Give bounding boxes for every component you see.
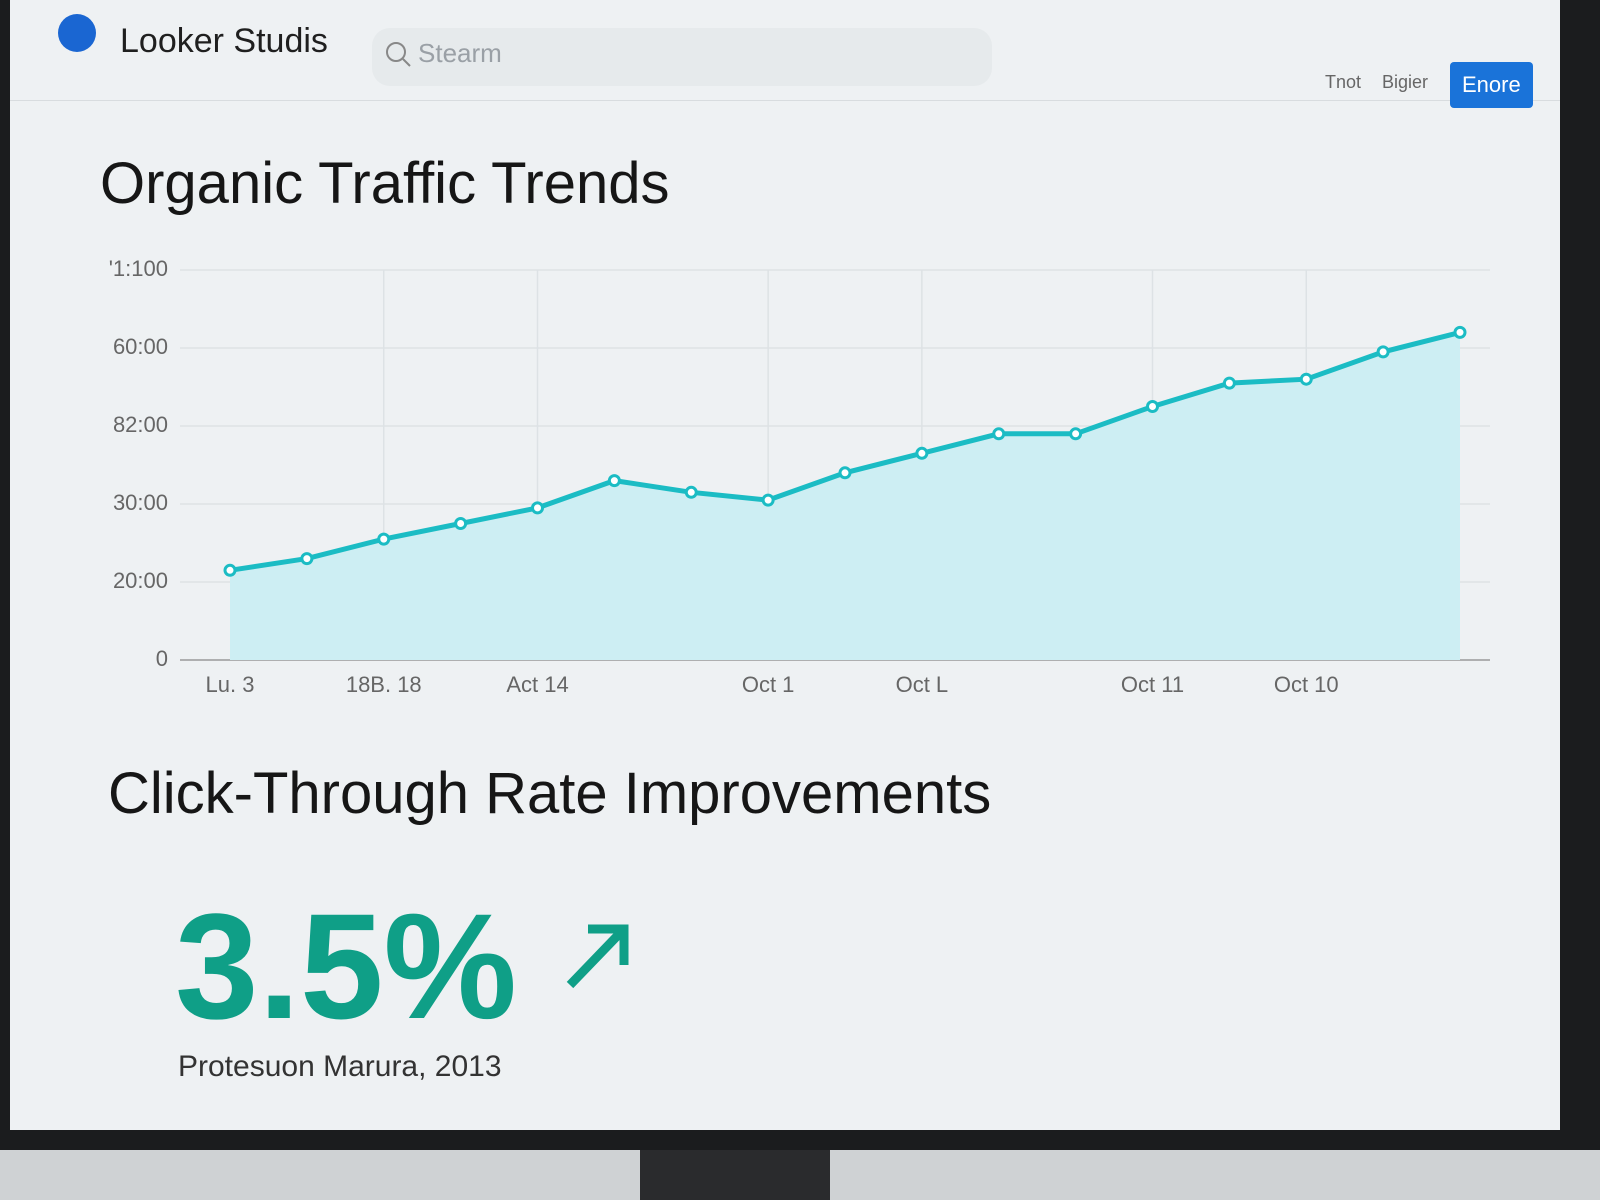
point [607,474,621,488]
point [761,493,775,507]
y-tick-label: 30:00 [113,490,168,515]
point [1222,376,1236,390]
trend-arrow [566,924,629,989]
y-tick-label: 20:00 [113,568,168,593]
primary-button[interactable]: Enore [1450,62,1533,108]
point [223,563,237,577]
point [992,427,1006,441]
kpi-caption: Protesuon Marura, 2013 [178,1050,502,1083]
y-tick-label: 0 [156,646,168,671]
x-tick-label: Oct 10 [1274,672,1339,697]
x-tick-label: Act 14 [506,672,568,697]
nav-button[interactable]: Tnot [1325,72,1362,92]
y-tick-label: 82:00 [113,412,168,437]
search-placeholder: Stearm [418,38,502,68]
x-tick-label: Oct 11 [1121,672,1184,697]
point [838,466,852,480]
area-fill [230,332,1460,660]
search-box[interactable] [372,28,992,86]
chart-title: Organic Traffic Trends [100,151,670,216]
section-title: Click-Through Rate Improvements [108,761,992,826]
monitor-stand [640,1150,830,1200]
point [300,552,314,566]
point [454,517,468,530]
screen: Looker Studis Stearm Tnot Bigier Enore O… [10,0,1560,1130]
y-tick-label: 60:00 [113,334,168,359]
point [684,485,698,499]
point [377,532,391,546]
app-name: Looker Studis [120,22,328,60]
kpi-value: 3.5% [175,882,517,1050]
y-tick-label: '1:100 [109,256,168,281]
point [1376,345,1390,359]
x-tick-label: Oct 1 [742,672,795,697]
x-tick-label: Lu. 3 [206,672,255,697]
x-tick-label: 18B. 18 [346,672,422,697]
chart: 0 20:00 30:00 82:00 60:00 '1:100 Lu. 3 18B. 18 A… [109,256,1490,697]
point [1453,325,1467,339]
point [1146,400,1159,413]
logo[interactable] [58,14,96,52]
point [1299,372,1313,386]
point [1069,427,1083,441]
point [531,501,544,515]
nav-button[interactable]: Bigier [1382,72,1429,92]
x-tick-label: Oct L [896,672,949,697]
top-bar: Looker Studis Stearm Tnot Bigier Enore [10,0,1560,108]
point [915,446,929,460]
search-icon [386,42,411,67]
